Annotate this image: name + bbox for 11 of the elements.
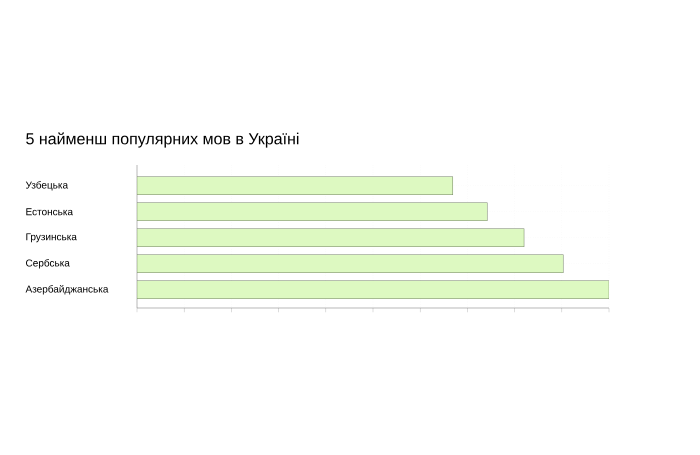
bar	[137, 280, 610, 300]
chart-title: 5 найменш популярних мов в Україні	[26, 132, 298, 148]
bar	[137, 228, 524, 248]
bar	[137, 202, 488, 222]
y-tick-label: Узбецька	[26, 181, 68, 190]
y-tick-label: Естонська	[26, 208, 74, 216]
y-tick-label: Сербська	[26, 259, 70, 268]
y-tick-label: Азербайджанська	[26, 285, 108, 295]
bar	[137, 254, 564, 274]
y-tick-label: Грузинська	[26, 233, 77, 242]
bar	[137, 176, 454, 196]
